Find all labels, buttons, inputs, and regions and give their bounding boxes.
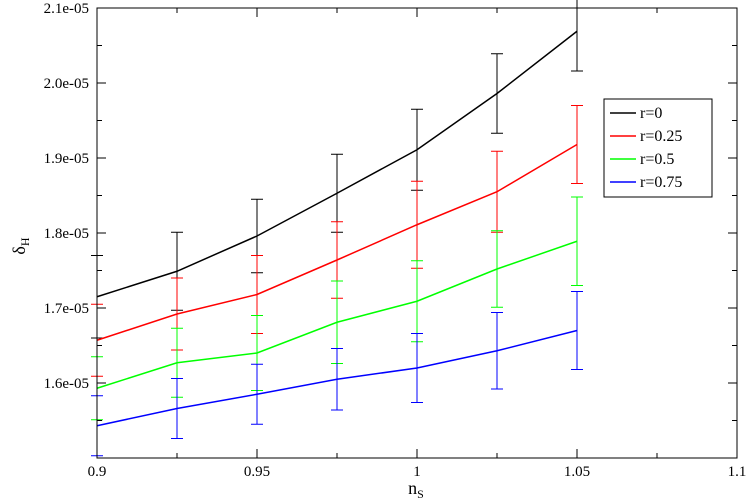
legend-item: r=0.5 (610, 151, 674, 168)
x-tick-label: 1 (413, 464, 421, 480)
y-tick-label: 1.7e-05 (44, 301, 89, 317)
legend-item: r=0.25 (610, 128, 682, 145)
y-tick-label: 2.1e-05 (44, 1, 89, 17)
y-tick-label: 1.6e-05 (44, 376, 89, 392)
series-3 (91, 291, 583, 457)
x-axis-label-sub: S (417, 487, 424, 501)
legend-label: r=0.25 (640, 128, 682, 145)
x-ticks: 0.9 0.95 1 1.05 1.1 (88, 8, 747, 480)
legend-item: r=0 (610, 105, 662, 122)
legend-label: r=0 (640, 105, 662, 122)
y-tick-label: 1.9e-05 (44, 151, 89, 167)
legend-box (603, 98, 713, 198)
legend-label: r=0.5 (640, 151, 674, 168)
x-tick-label: 0.9 (88, 464, 107, 480)
y-tick-label: 2.0e-05 (44, 76, 89, 92)
x-tick-label: 1.1 (728, 464, 747, 480)
plot-content (91, 0, 583, 457)
y-tick-label: 1.8e-05 (44, 226, 89, 242)
legend-item: r=0.75 (610, 174, 682, 191)
x-tick-label: 1.05 (564, 464, 590, 480)
y-axis-label: δH (9, 237, 32, 254)
legend: r=0 r=0.25 r=0.5 r=0.75 (603, 98, 713, 198)
x-tick-label: 0.95 (244, 464, 270, 480)
x-axis-label: nS (408, 478, 424, 501)
y-ticks: 1.6e-05 1.7e-05 1.8e-05 1.9e-05 2.0e-05 2.1e-… (44, 1, 737, 421)
legend-label: r=0.75 (640, 174, 682, 191)
y-axis-label-sub: H (18, 237, 32, 246)
